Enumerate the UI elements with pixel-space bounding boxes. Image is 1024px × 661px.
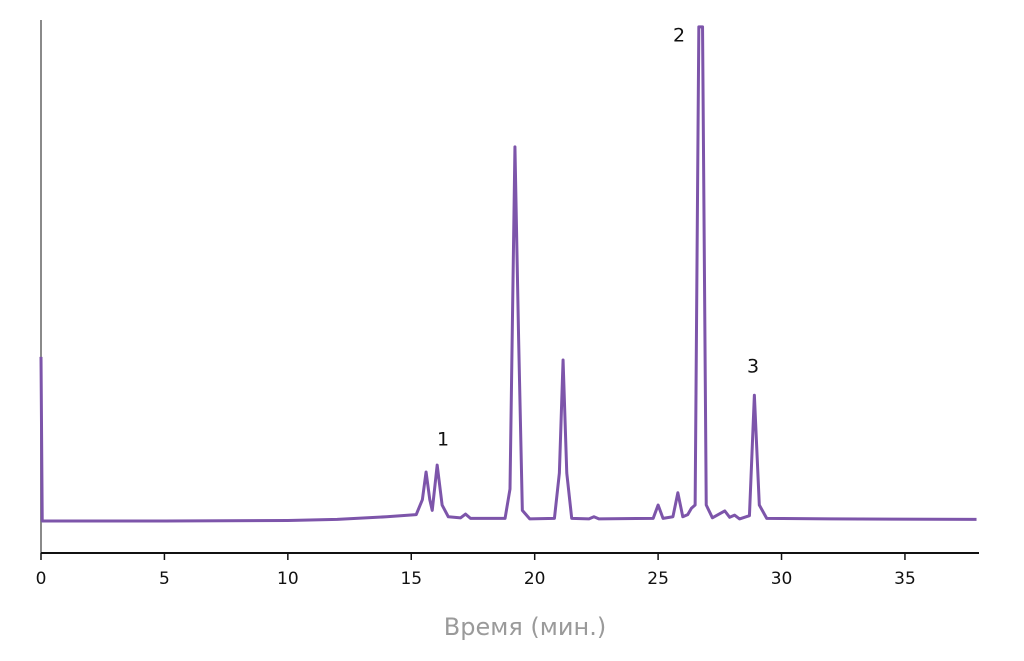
x-axis-label: Время (мин.) — [444, 613, 606, 641]
x-tick-label: 20 — [524, 569, 546, 589]
x-tick-label: 35 — [894, 569, 916, 589]
peak-label: 1 — [437, 429, 449, 451]
x-tick-label: 0 — [36, 569, 47, 589]
x-tick-label: 10 — [277, 569, 299, 589]
peak-label: 3 — [747, 356, 759, 378]
chromatogram-line — [39, 25, 977, 523]
x-tick-label: 25 — [647, 569, 669, 589]
peak-label: 2 — [673, 25, 685, 47]
x-tick-label: 15 — [400, 569, 422, 589]
x-tick-label: 5 — [159, 569, 170, 589]
x-tick-label: 30 — [771, 569, 793, 589]
